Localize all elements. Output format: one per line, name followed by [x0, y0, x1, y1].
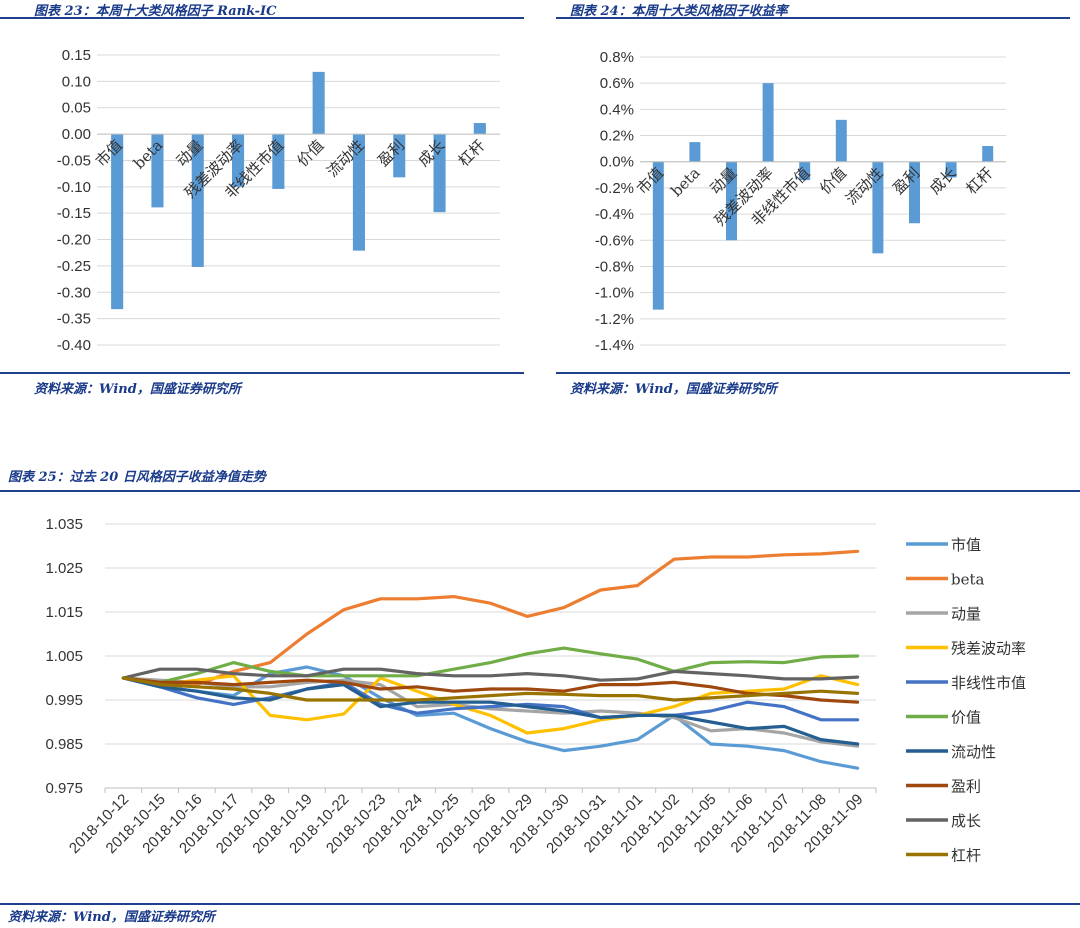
- bar: [726, 161, 737, 241]
- legend-label: 杠杆: [951, 847, 981, 865]
- bar: [799, 161, 811, 181]
- y-tick-label: -0.30: [57, 284, 91, 301]
- y-tick-label: 0.15: [62, 47, 91, 64]
- y-tick-label: 0.995: [45, 692, 83, 709]
- bar: [433, 134, 446, 213]
- y-tick-label: 1.035: [45, 516, 83, 533]
- category-label: 杠杆: [963, 164, 997, 198]
- series-line: [121, 646, 860, 684]
- bar: [872, 161, 884, 254]
- y-tick-label: 1.025: [45, 560, 83, 577]
- y-tick-label: -0.05: [57, 152, 91, 169]
- legend-label: 流动性: [951, 743, 996, 761]
- y-tick-label: 0.00: [62, 126, 91, 143]
- bar: [762, 83, 774, 162]
- fig23-bar-chart: 0.15 0.10 0.05 0.00 -0.05 -0.10 -0.15 -0.20 -0.2…: [57, 47, 500, 354]
- series-line: [121, 676, 860, 702]
- series-line: [121, 667, 860, 682]
- fig23-top-rule: [0, 17, 524, 19]
- category-label: 价值: [294, 136, 328, 170]
- legend-label: 价值: [951, 709, 981, 727]
- y-tick-label: -1.0%: [595, 285, 634, 302]
- fig24-bar-chart: 0.8% 0.6% 0.4% 0.2% 0.0% -0.2% -0.4% -0.6% -0.8%…: [595, 49, 1006, 354]
- y-tick-label: 0.2%: [600, 128, 634, 145]
- legend-label: 市值: [951, 536, 981, 554]
- legend-label: 残差波动率: [951, 640, 1026, 658]
- y-tick-label: 0.10: [62, 73, 91, 90]
- legend-label: 成长: [951, 812, 981, 830]
- fig25-top-rule: [0, 490, 1080, 492]
- fig24-caption: 图表 24：本周十大类风格因子收益率: [570, 4, 788, 19]
- fig24-bottom-rule: [556, 372, 1070, 374]
- category-label: beta: [667, 164, 703, 200]
- fig23-bottom-rule: [0, 372, 524, 374]
- bar: [689, 142, 701, 162]
- bar: [652, 161, 664, 310]
- bar: [945, 161, 957, 178]
- bar: [191, 134, 204, 267]
- y-tick-label: -0.6%: [595, 232, 634, 249]
- bar: [111, 134, 124, 310]
- bar: [312, 71, 325, 135]
- fig25-line-chart: 1.0351.0251.0151.0050.9950.9850.9752018-…: [45, 516, 1026, 865]
- legend-label: 非线性市值: [951, 674, 1026, 692]
- bar: [151, 134, 164, 208]
- bar: [352, 134, 365, 251]
- bar: [473, 123, 486, 135]
- fig24-source: 资料来源：Wind，国盛证券研究所: [570, 382, 777, 397]
- y-tick-label: 0.05: [62, 100, 91, 117]
- series-line: [121, 676, 860, 704]
- y-tick-label: 0.8%: [600, 49, 634, 66]
- y-tick-label: 0.4%: [600, 101, 634, 118]
- bar: [909, 161, 920, 224]
- fig23-source: 资料来源：Wind，国盛证券研究所: [34, 382, 241, 397]
- fig25-bottom-rule: [0, 903, 1080, 905]
- y-tick-label: -0.4%: [595, 206, 634, 223]
- fig25-source: 资料来源：Wind，国盛证券研究所: [8, 910, 215, 925]
- series-line: [121, 676, 860, 746]
- bar: [393, 134, 406, 178]
- fig23-caption: 图表 23：本周十大类风格因子 Rank-IC: [34, 4, 277, 19]
- fig25-caption: 图表 25：过去 20 日风格因子收益净值走势: [8, 470, 266, 485]
- y-tick-label: 0.6%: [600, 75, 634, 92]
- y-tick-label: -0.40: [57, 337, 91, 354]
- y-tick-label: -0.10: [57, 179, 91, 196]
- fig24-top-rule: [556, 17, 1070, 19]
- bar: [272, 134, 285, 189]
- legend-label: 盈利: [951, 778, 981, 796]
- legend-label: beta: [951, 571, 985, 589]
- y-tick-label: 0.985: [45, 736, 83, 753]
- series-line: [121, 665, 860, 770]
- category-label: 杠杆: [455, 136, 489, 170]
- y-tick-label: -0.25: [57, 258, 91, 275]
- bar: [982, 146, 994, 162]
- y-tick-label: -0.20: [57, 232, 91, 249]
- y-tick-label: -0.8%: [595, 258, 634, 275]
- y-tick-label: -1.4%: [595, 337, 634, 354]
- bar: [232, 134, 245, 187]
- bar: [835, 119, 847, 162]
- y-tick-label: -0.2%: [595, 180, 634, 197]
- series-line: [121, 676, 860, 722]
- y-tick-label: 1.005: [45, 648, 83, 665]
- y-tick-label: 0.975: [45, 780, 83, 797]
- legend-label: 动量: [951, 605, 981, 623]
- y-tick-label: -1.2%: [595, 311, 634, 328]
- y-tick-label: -0.35: [57, 311, 91, 328]
- y-tick-label: 1.015: [45, 604, 83, 621]
- y-tick-label: -0.15: [57, 205, 91, 222]
- y-tick-label: 0.0%: [600, 154, 634, 171]
- series-line: [121, 549, 860, 687]
